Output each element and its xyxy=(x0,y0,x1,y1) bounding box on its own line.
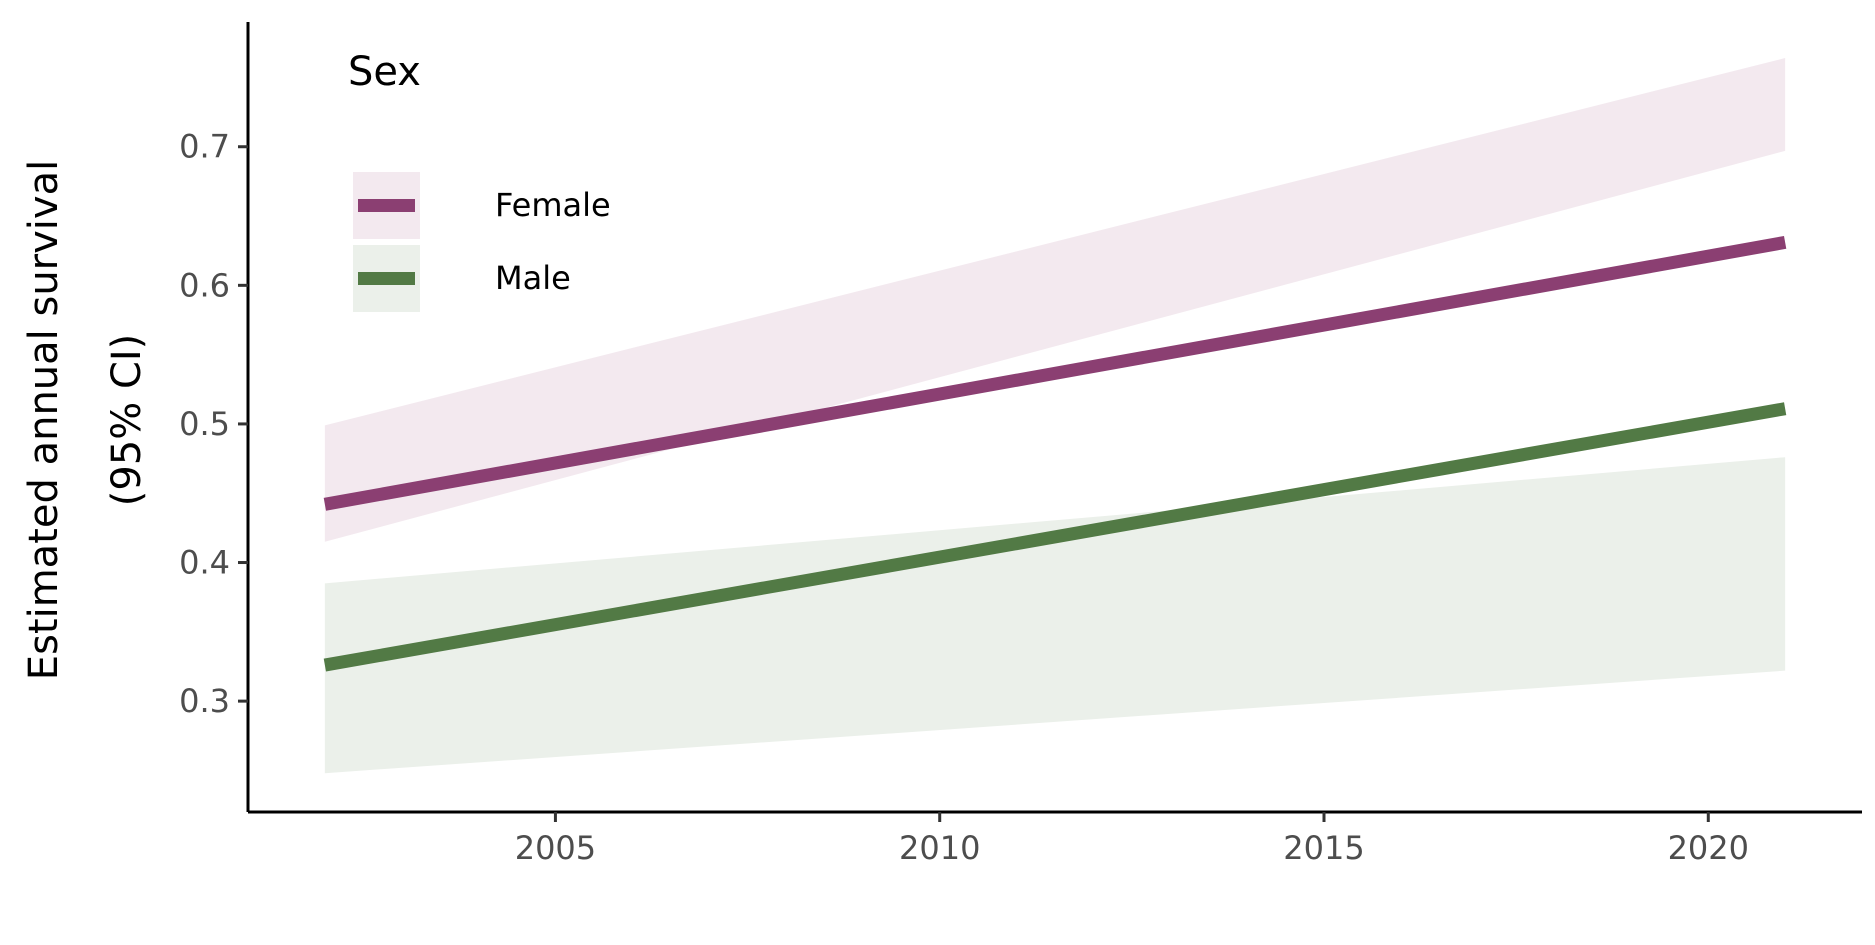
y-axis-title-line1: Estimated annual survival xyxy=(21,160,67,680)
ci-band-male xyxy=(324,457,1786,774)
x-tick-label: 2010 xyxy=(899,829,980,867)
axes xyxy=(246,22,1862,814)
series-lines xyxy=(323,235,1787,672)
x-tick-label: 2005 xyxy=(515,829,596,867)
legend-item-male: Male xyxy=(353,245,571,312)
y-axis-title: Estimated annual survival (95% CI) xyxy=(21,160,150,680)
y-tick-label: 0.5 xyxy=(179,405,230,443)
y-tick-label: 0.4 xyxy=(179,544,230,582)
ci-band-female xyxy=(324,58,1786,542)
legend-item-female: Female xyxy=(353,172,611,239)
x-ticks: 2005 2010 2015 2020 xyxy=(515,812,1749,867)
y-tick-label: 0.3 xyxy=(179,682,230,720)
series-line-male xyxy=(323,402,1787,672)
legend-label: Female xyxy=(495,186,611,224)
ci-bands xyxy=(324,58,1786,774)
legend-title: Sex xyxy=(348,49,421,95)
y-axis-title-line2: (95% CI) xyxy=(104,334,150,507)
y-ticks: 0.3 0.4 0.5 0.6 0.7 xyxy=(179,128,248,720)
x-tick-label: 2015 xyxy=(1283,829,1364,867)
series-line-female xyxy=(323,235,1787,511)
x-tick-label: 2020 xyxy=(1668,829,1749,867)
y-tick-label: 0.6 xyxy=(179,266,230,304)
legend: Sex Female Male xyxy=(348,49,611,312)
legend-label: Male xyxy=(495,259,571,297)
y-tick-label: 0.7 xyxy=(179,128,230,166)
